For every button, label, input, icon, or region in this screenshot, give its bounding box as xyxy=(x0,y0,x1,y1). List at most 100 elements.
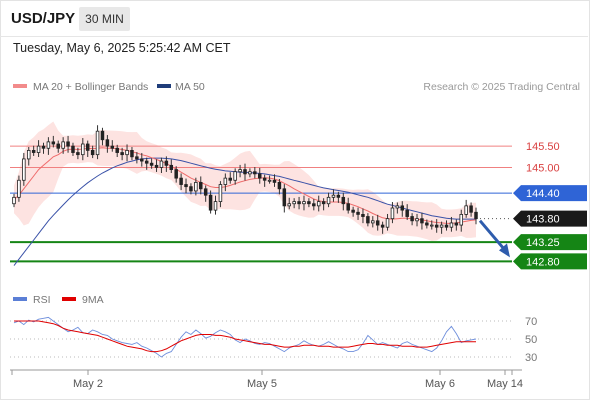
rsi-ma-legend-label: 9MA xyxy=(82,294,104,306)
rsi-ma-legend-swatch xyxy=(62,297,76,301)
candle-body xyxy=(464,205,468,215)
candle-body xyxy=(154,164,159,168)
candle-body xyxy=(31,149,36,153)
candle-body xyxy=(223,177,228,185)
chart-datetime: Tuesday, May 6, 2025 5:25:42 AM CET xyxy=(13,41,231,55)
level-tag-142.80 xyxy=(513,253,587,270)
candle-body xyxy=(375,220,380,226)
candle-body xyxy=(22,158,26,181)
candle-body xyxy=(95,130,100,156)
candle-body xyxy=(130,149,134,158)
time-tick-label: May 6 xyxy=(425,378,455,390)
level-label-142.80: 142.80 xyxy=(526,256,560,268)
candle-body xyxy=(51,141,56,145)
candle-body xyxy=(425,222,429,226)
candle-body xyxy=(253,171,257,175)
candle-body xyxy=(439,224,444,228)
candle-body xyxy=(248,171,252,175)
candle-body xyxy=(36,145,41,153)
ma50-legend-label: MA 50 xyxy=(175,81,205,93)
candle-body xyxy=(420,218,424,224)
candle-body xyxy=(120,152,124,156)
candle-body xyxy=(380,224,385,228)
candle-body xyxy=(474,211,478,220)
candle-body xyxy=(312,203,316,207)
time-tick-label: May 14 xyxy=(487,378,523,390)
rsi-level-label-50: 50 xyxy=(525,334,537,346)
candle-body xyxy=(361,213,365,217)
ma20-line xyxy=(13,147,477,224)
candle-body xyxy=(415,218,419,222)
candle-body xyxy=(366,216,370,224)
candle-body xyxy=(105,139,110,147)
candle-body xyxy=(346,203,350,211)
rsi-legend-swatch xyxy=(13,297,27,301)
price-layer: 145.50 145.00 144.40 143.80 143.25 142.80 xyxy=(10,121,587,270)
candle-body xyxy=(140,158,144,162)
level-label-145.50: 145.50 xyxy=(526,141,560,153)
rsi-ma9-line xyxy=(14,320,476,353)
candle-body xyxy=(194,181,198,192)
candle-body xyxy=(179,177,183,185)
rsi-line xyxy=(13,316,477,358)
candle-body xyxy=(208,194,213,211)
level-tag-143.80 xyxy=(513,210,587,227)
candle-body xyxy=(371,220,375,224)
candle-body xyxy=(233,171,237,181)
rsi-legend-label: RSI xyxy=(33,294,51,306)
chart-header: USD/JPY 30 MIN xyxy=(0,0,588,37)
candle-body xyxy=(277,181,282,190)
candle-body xyxy=(390,207,395,220)
candle-body xyxy=(71,145,75,153)
candle-body xyxy=(307,201,311,205)
interval-button[interactable]: 30 MIN xyxy=(79,7,130,31)
candle-body xyxy=(272,179,277,183)
level-tag-144.40 xyxy=(513,185,587,202)
candle-body xyxy=(444,224,449,228)
candle-body xyxy=(297,201,301,205)
candle-body xyxy=(243,169,247,175)
time-tick-label: May 5 xyxy=(247,378,277,390)
candle-body xyxy=(46,141,51,149)
level-tag-143.25 xyxy=(513,234,587,251)
candle-body xyxy=(218,184,223,203)
candle-body xyxy=(213,201,218,211)
level-label-144.40: 144.40 xyxy=(526,188,560,200)
time-tick-label: May 2 xyxy=(73,378,103,390)
source-label: Research © 2025 Trading Central xyxy=(423,81,580,93)
candle-body xyxy=(395,205,400,209)
candle-body xyxy=(90,149,95,156)
candle-body xyxy=(199,181,203,190)
candle-body xyxy=(351,209,355,213)
rsi-level-label-70: 70 xyxy=(525,316,537,328)
candle-body xyxy=(26,149,31,160)
candle-body xyxy=(81,143,85,156)
candle-body xyxy=(238,169,242,173)
ma50-legend-swatch xyxy=(157,84,171,88)
candle-body xyxy=(115,147,119,153)
candle-body xyxy=(159,160,164,168)
candle-body xyxy=(169,164,174,170)
projection-arrow-head xyxy=(499,243,510,258)
level-label-143.80: 143.80 xyxy=(526,214,560,226)
candle-body xyxy=(174,169,178,179)
ma20-legend-swatch xyxy=(13,84,27,88)
candle-body xyxy=(454,222,459,226)
candle-body xyxy=(12,196,16,205)
candle-body xyxy=(184,184,188,188)
candle-body xyxy=(76,152,80,156)
candle-body xyxy=(292,201,296,205)
candle-body xyxy=(434,224,439,228)
level-label-145.00: 145.00 xyxy=(526,162,560,174)
candle-body xyxy=(400,205,405,211)
rsi-layer: 70 50 30 xyxy=(10,316,537,364)
candle-body xyxy=(110,145,115,149)
candle-body xyxy=(149,162,154,166)
candle-body xyxy=(287,203,291,207)
symbol-title: USD/JPY xyxy=(11,10,76,27)
candle-body xyxy=(100,130,105,141)
rsi-level-label-30: 30 xyxy=(525,352,537,364)
candle-body xyxy=(189,186,193,192)
candle-body xyxy=(203,188,208,196)
